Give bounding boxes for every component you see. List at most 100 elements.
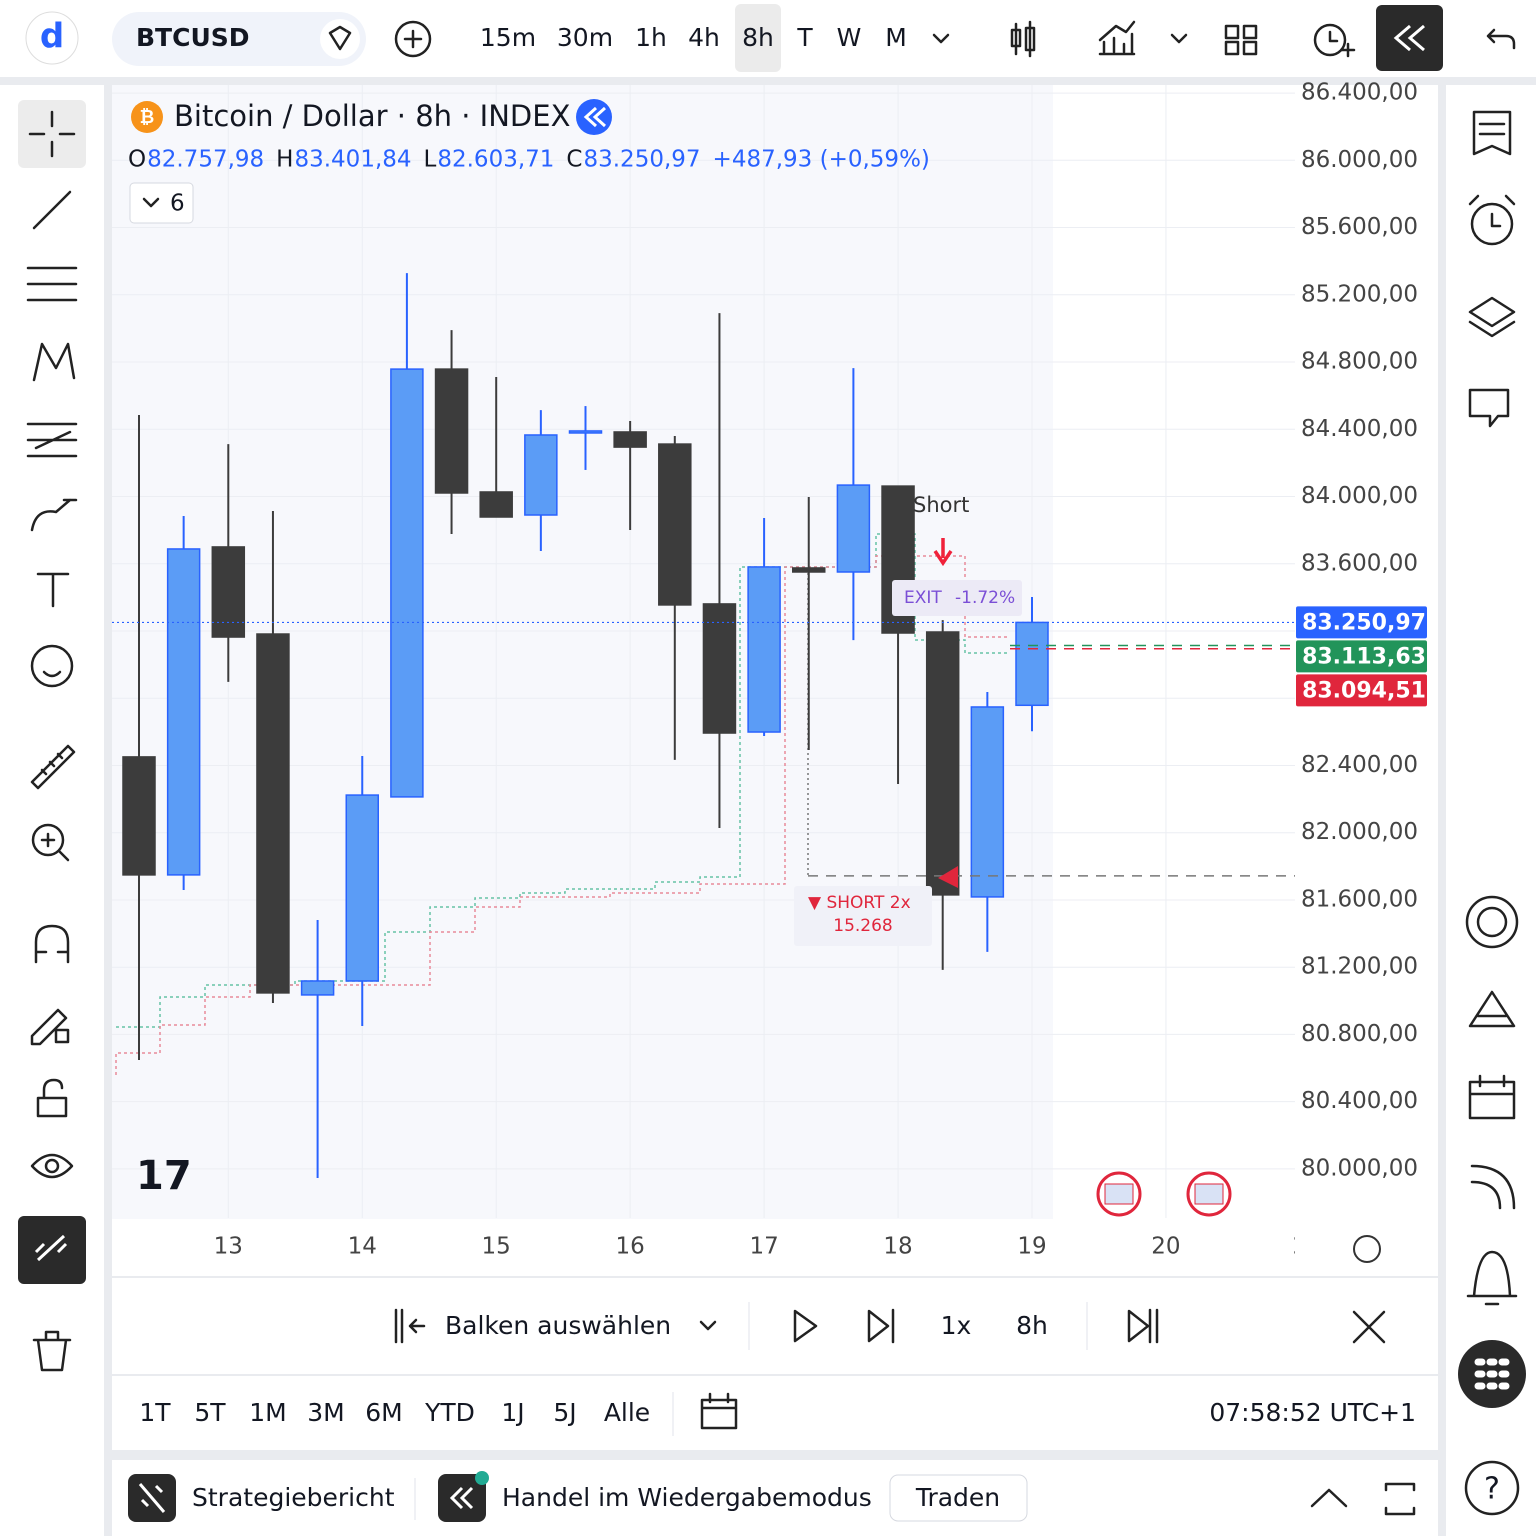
crosshair-active[interactable]: [18, 100, 86, 168]
bell-icon[interactable]: [1466, 1250, 1518, 1306]
x-tick-label: 13: [214, 1234, 243, 1260]
range[interactable]: 3M: [307, 1398, 344, 1427]
more-intervals[interactable]: [932, 33, 950, 44]
brush-icon[interactable]: [30, 498, 78, 532]
speed[interactable]: 1x: [941, 1311, 972, 1340]
alert-icon[interactable]: [1313, 23, 1347, 57]
chat-icon[interactable]: [1468, 388, 1510, 428]
range[interactable]: 6M: [365, 1398, 402, 1427]
select-bar-icon[interactable]: [394, 1308, 426, 1344]
interval[interactable]: 4h: [688, 23, 720, 52]
interval[interactable]: 8h: [742, 23, 774, 52]
range[interactable]: 1T: [139, 1398, 171, 1427]
alarm-icon[interactable]: [1470, 202, 1514, 246]
forecast-icon[interactable]: [26, 422, 78, 458]
x-tick-label: 17: [749, 1234, 778, 1260]
range[interactable]: 1J: [501, 1398, 524, 1427]
add-icon[interactable]: [394, 20, 432, 58]
settings-icon[interactable]: [1353, 1235, 1381, 1263]
step-icon[interactable]: [867, 1308, 895, 1344]
interval[interactable]: T: [796, 23, 813, 52]
play-icon[interactable]: [793, 1309, 818, 1343]
indicators-more[interactable]: [1170, 33, 1188, 44]
range[interactable]: 5J: [553, 1398, 576, 1427]
price-tag: [1296, 674, 1427, 707]
select-more[interactable]: [699, 1320, 717, 1331]
interval[interactable]: 1h: [635, 23, 667, 52]
candle-body: [568, 430, 603, 434]
price-tag: [1296, 606, 1427, 639]
candle-body: [658, 443, 692, 606]
link-active[interactable]: [18, 1216, 86, 1284]
watchlist-icon[interactable]: [1472, 110, 1512, 156]
range[interactable]: Alle: [604, 1398, 650, 1427]
exit-label: EXIT: [904, 588, 942, 608]
stream-icon[interactable]: [1470, 1164, 1516, 1210]
range[interactable]: 5T: [194, 1398, 226, 1427]
x-tick-label: 16: [616, 1234, 645, 1260]
trash-icon[interactable]: [32, 1330, 72, 1372]
y-tick-label: 85.600,00: [1301, 214, 1418, 240]
unlock-icon[interactable]: [36, 1078, 68, 1118]
calendar-icon[interactable]: [1468, 1074, 1516, 1120]
lock-draw-icon[interactable]: [30, 1008, 70, 1046]
report[interactable]: Strategiebericht: [192, 1483, 395, 1512]
symbol-icon[interactable]: [320, 19, 360, 59]
tv-logo: 17: [136, 1153, 192, 1199]
maximize-icon[interactable]: [1384, 1482, 1416, 1516]
collapse-icon[interactable]: [1310, 1488, 1348, 1508]
grid: [112, 85, 1295, 1218]
emoji-icon[interactable]: [30, 644, 74, 688]
jump-icon[interactable]: [1127, 1308, 1159, 1344]
report-glyph: [138, 1483, 166, 1513]
y-tick-label: 81.600,00: [1301, 886, 1418, 912]
candle-body: [390, 368, 424, 798]
indicators-icon[interactable]: [1098, 20, 1136, 56]
text-icon[interactable]: [36, 572, 70, 608]
interval[interactable]: W: [837, 23, 862, 52]
pattern-icon[interactable]: [32, 342, 76, 382]
logo[interactable]: [25, 11, 79, 65]
trendline-icon[interactable]: [32, 190, 72, 230]
exit-box: [892, 580, 1022, 616]
history-zone: [112, 85, 1053, 1219]
zoom-icon[interactable]: [31, 823, 65, 857]
bottom-bar: [112, 1460, 1438, 1536]
target-inner: [1476, 906, 1508, 938]
symbol: BTCUSD: [136, 23, 250, 52]
interval[interactable]: 30m: [557, 23, 613, 52]
add-cross: [403, 29, 423, 49]
select-bar[interactable]: Balken auswählen: [445, 1311, 671, 1340]
entry-label: ▼ SHORT 2x: [808, 893, 911, 913]
target-icon[interactable]: [1465, 895, 1519, 949]
layout-icon[interactable]: [1224, 24, 1258, 56]
candle-body: [256, 633, 290, 994]
candle-body: [970, 706, 1005, 898]
x-tick-label: 15: [482, 1234, 511, 1260]
ideas-icon[interactable]: [1468, 990, 1516, 1028]
undo-icon[interactable]: [1486, 28, 1516, 50]
layers-icon[interactable]: [1468, 296, 1516, 338]
ruler-icon[interactable]: [30, 744, 76, 790]
magnet-icon[interactable]: [34, 924, 70, 964]
interval[interactable]: M: [885, 23, 907, 52]
visibility-icon[interactable]: [30, 1153, 74, 1179]
left-toolbar: [0, 85, 104, 1536]
chart-type-icon[interactable]: [1010, 20, 1036, 58]
candle-body: [434, 368, 469, 494]
replay-interval[interactable]: 8h: [1016, 1311, 1048, 1340]
y-tick-label: 83.600,00: [1301, 550, 1418, 576]
replay-trading[interactable]: Handel im Wiedergabemodus: [502, 1483, 872, 1512]
help-icon[interactable]: [1464, 1460, 1520, 1516]
symbol-search[interactable]: [112, 12, 366, 66]
trade-button[interactable]: [889, 1474, 1028, 1522]
indicator-toggle[interactable]: [129, 182, 194, 224]
range[interactable]: 1M: [249, 1398, 286, 1427]
interval[interactable]: 15m: [480, 23, 536, 52]
chart-title: Bitcoin / Dollar · 8h · INDEX: [174, 99, 570, 133]
goto-date-icon[interactable]: [700, 1392, 738, 1430]
close-replay[interactable]: [1352, 1310, 1386, 1344]
fib-icon[interactable]: [26, 266, 78, 302]
range[interactable]: YTD: [424, 1398, 475, 1427]
x-tick-label: 2: [1293, 1234, 1308, 1260]
